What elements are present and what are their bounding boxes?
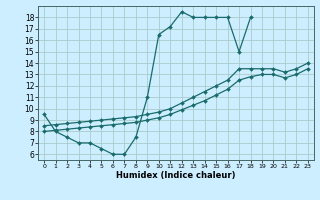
- X-axis label: Humidex (Indice chaleur): Humidex (Indice chaleur): [116, 171, 236, 180]
